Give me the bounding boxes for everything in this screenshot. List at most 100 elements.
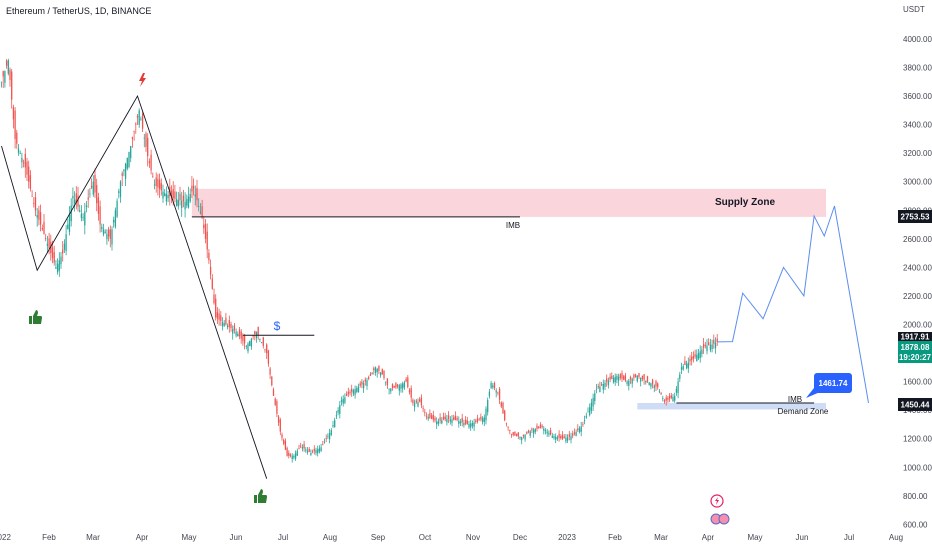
candle — [670, 392, 672, 400]
candle-body — [662, 398, 664, 399]
candle — [79, 204, 81, 213]
candle — [558, 430, 560, 442]
candle — [636, 375, 638, 383]
candle — [395, 382, 397, 390]
candle-body — [526, 432, 528, 434]
candle — [379, 371, 382, 378]
candle — [73, 191, 76, 212]
candle-body — [101, 226, 103, 229]
candle-body — [510, 434, 513, 435]
candle-body — [396, 384, 399, 387]
candle-body — [487, 400, 489, 413]
y-tick-label: 3600.00 — [903, 92, 932, 101]
candle — [327, 433, 329, 440]
candle-body — [509, 430, 511, 431]
candle — [330, 428, 332, 437]
candle — [48, 232, 50, 255]
candle-body — [419, 399, 421, 402]
candle — [58, 252, 60, 277]
candle — [289, 453, 292, 458]
candle-body — [398, 385, 400, 391]
candle-body — [640, 377, 642, 382]
candle — [677, 377, 679, 399]
lines-layer — [1, 94, 869, 479]
candle — [277, 414, 280, 427]
candle-body — [286, 447, 288, 456]
candle-body — [136, 115, 139, 118]
last-price-tag[interactable]: 1878.08 19:20:27 — [898, 341, 932, 363]
candle-body — [45, 238, 47, 240]
candle-body — [320, 447, 322, 452]
candle — [412, 398, 414, 406]
candle-body — [53, 252, 55, 263]
candle-body — [410, 388, 412, 398]
candle — [0, 81, 3, 88]
supply-zone[interactable] — [191, 188, 826, 217]
candle-body — [527, 430, 530, 433]
candle — [390, 388, 392, 394]
candle — [288, 450, 290, 459]
demand-price-tag[interactable]: 1450.44 — [898, 398, 932, 411]
candle — [541, 424, 543, 429]
candle-body — [172, 189, 174, 198]
candle — [684, 356, 686, 366]
candle — [420, 394, 423, 409]
candle-body — [497, 392, 499, 394]
candle-body — [345, 394, 348, 396]
candle-body — [504, 410, 506, 421]
candle-body — [412, 399, 414, 404]
candle — [113, 216, 115, 228]
candle-body — [111, 229, 113, 245]
y-axis[interactable]: 4000.00 3800.00 3600.00 3400.00 3200.00 3000.… — [903, 35, 932, 529]
candle — [453, 414, 455, 421]
candle-body — [289, 454, 292, 456]
candle — [145, 131, 147, 152]
candle — [446, 415, 448, 426]
candle — [167, 191, 169, 203]
supply-price-tag[interactable]: 2753.53 — [898, 210, 932, 223]
candle-body — [371, 373, 373, 374]
candle — [204, 219, 207, 244]
candle-body — [58, 260, 60, 271]
candle-body — [623, 376, 625, 380]
candle — [28, 160, 30, 189]
candle — [337, 407, 339, 416]
x-axis[interactable]: 2022 Feb Mar Apr May Jun Jul Aug Sep Oct Nov Dec 202… — [0, 533, 903, 542]
candle-body — [583, 420, 586, 421]
candle — [702, 337, 705, 354]
candle-body — [201, 206, 203, 218]
candle — [17, 144, 20, 156]
candle — [689, 355, 691, 366]
candle — [413, 399, 416, 412]
demand-zone[interactable] — [637, 402, 826, 410]
candle — [582, 421, 584, 427]
candle-body — [565, 437, 567, 442]
candle-body — [291, 455, 293, 459]
candle — [104, 229, 106, 234]
candle — [342, 395, 344, 407]
candle — [165, 186, 168, 206]
candle-body — [568, 434, 570, 437]
candle-body — [225, 317, 227, 325]
candle-body — [301, 447, 304, 449]
earnings-icon[interactable] — [710, 513, 730, 525]
candle — [640, 377, 642, 387]
candle-body — [48, 238, 50, 249]
candle-body — [62, 249, 64, 254]
candle — [62, 241, 64, 262]
candle-body — [209, 266, 212, 275]
candle — [393, 385, 395, 388]
candle-body — [158, 179, 161, 189]
candle — [121, 171, 123, 186]
candle — [218, 308, 220, 326]
candle — [604, 380, 606, 391]
event-icon[interactable] — [710, 494, 724, 508]
candle-body — [716, 338, 718, 342]
current-price-tag[interactable]: 1917.91 — [898, 332, 932, 342]
candle — [515, 433, 518, 437]
target-price-callout[interactable]: 1461.74 — [806, 373, 852, 398]
candle-body — [296, 450, 298, 456]
candle — [466, 417, 468, 425]
candle — [398, 383, 400, 396]
